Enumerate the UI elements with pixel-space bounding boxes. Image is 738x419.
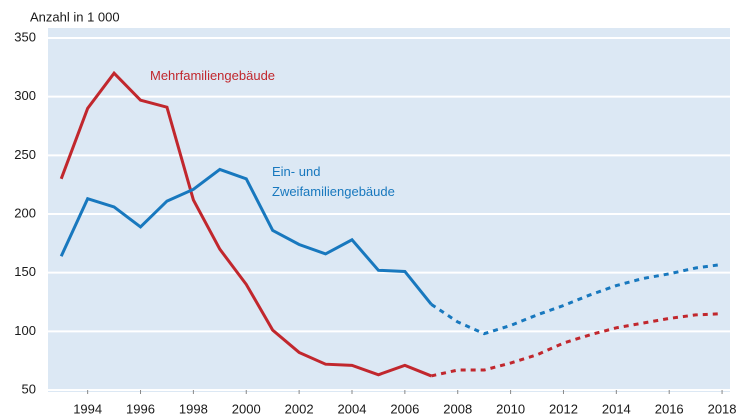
y-tick-label: 150 — [14, 264, 36, 279]
series-label-line: Mehrfamiliengebäude — [150, 68, 275, 83]
forecast-line — [430, 262, 723, 336]
x-tick-label: 1994 — [73, 401, 102, 416]
x-tick-label: 1998 — [179, 401, 208, 416]
series-label: Ein- und Zweifamiliengebäude — [272, 164, 395, 199]
y-tick-label: 200 — [14, 205, 36, 220]
series-label-line: Ein- und — [272, 164, 320, 179]
y-axis-label: Anzahl in 1 000 — [30, 9, 120, 24]
x-tick-label: 2000 — [232, 401, 261, 416]
x-tick-label: 2002 — [285, 401, 314, 416]
x-tick-label: 2014 — [602, 401, 631, 416]
x-tick-label: 2016 — [655, 401, 684, 416]
x-tick-label: 2004 — [338, 401, 367, 416]
forecast-line — [430, 312, 723, 378]
y-tick-label: 100 — [14, 323, 36, 338]
y-tick-label: 50 — [22, 381, 36, 396]
y-tick-label: 350 — [14, 29, 36, 44]
x-tick-label: 2018 — [708, 401, 737, 416]
y-tick-label: 300 — [14, 88, 36, 103]
x-tick-label: 2006 — [390, 401, 419, 416]
x-tick-label: 2012 — [549, 401, 578, 416]
series-line — [59, 70, 432, 378]
series-label-line: Zweifamiliengebäude — [272, 184, 395, 199]
x-tick-label: 2010 — [496, 401, 525, 416]
y-tick-label: 250 — [14, 147, 36, 162]
series-label: Mehrfamiliengebäude — [150, 68, 275, 83]
series-line — [59, 167, 433, 306]
x-tick-label: 2008 — [443, 401, 472, 416]
x-tick-label: 1996 — [126, 401, 155, 416]
